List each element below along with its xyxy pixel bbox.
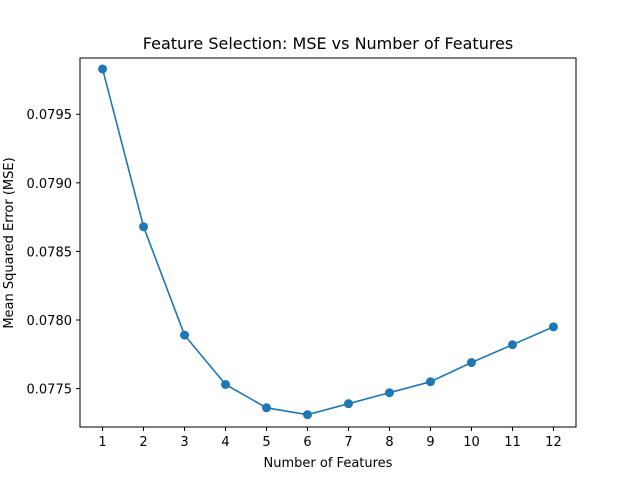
data-point-10 xyxy=(466,358,476,368)
x-tick-label-5: 5 xyxy=(262,435,270,450)
x-tick-label-7: 7 xyxy=(344,435,352,450)
x-tick-label-4: 4 xyxy=(221,435,229,450)
data-point-8 xyxy=(384,388,394,398)
y-tick-label-0.0775: 0.0775 xyxy=(27,383,73,398)
x-tick-label-6: 6 xyxy=(303,435,311,450)
data-point-11 xyxy=(507,340,517,350)
data-point-6 xyxy=(303,410,313,420)
x-tick-label-11: 11 xyxy=(504,435,521,450)
data-point-9 xyxy=(425,377,435,387)
x-tick-label-12: 12 xyxy=(545,435,562,450)
plot-frame xyxy=(79,57,577,428)
y-tick-label-0.0790: 0.0790 xyxy=(27,177,73,192)
x-tick-label-1: 1 xyxy=(98,435,106,450)
x-tick-label-10: 10 xyxy=(463,435,480,450)
y-tick-label-0.0795: 0.0795 xyxy=(27,108,73,123)
data-point-1 xyxy=(98,64,108,74)
y-tick-label-0.0785: 0.0785 xyxy=(27,245,73,260)
x-tick-label-3: 3 xyxy=(180,435,188,450)
y-tick-label-0.0780: 0.0780 xyxy=(27,314,73,329)
series-line-0 xyxy=(101,68,554,416)
plot-area: 1 2 3 4 5 6 7 8 9 10 11 120.07750.07800.07850.07900… xyxy=(27,57,577,450)
data-point-5 xyxy=(262,403,272,413)
data-point-7 xyxy=(343,399,353,409)
data-point-3 xyxy=(180,330,190,340)
data-point-4 xyxy=(221,379,231,389)
chart-title: Feature Selection: MSE vs Number of Feat… xyxy=(143,34,513,53)
x-tick-label-9: 9 xyxy=(426,435,434,450)
x-tick-label-2: 2 xyxy=(139,435,147,450)
data-point-12 xyxy=(548,322,558,332)
x-tick-label-8: 8 xyxy=(385,435,393,450)
y-axis-label: Mean Squared Error (MSE) xyxy=(2,157,17,328)
data-point-2 xyxy=(139,222,149,232)
x-axis-label: Number of Features xyxy=(264,456,393,471)
